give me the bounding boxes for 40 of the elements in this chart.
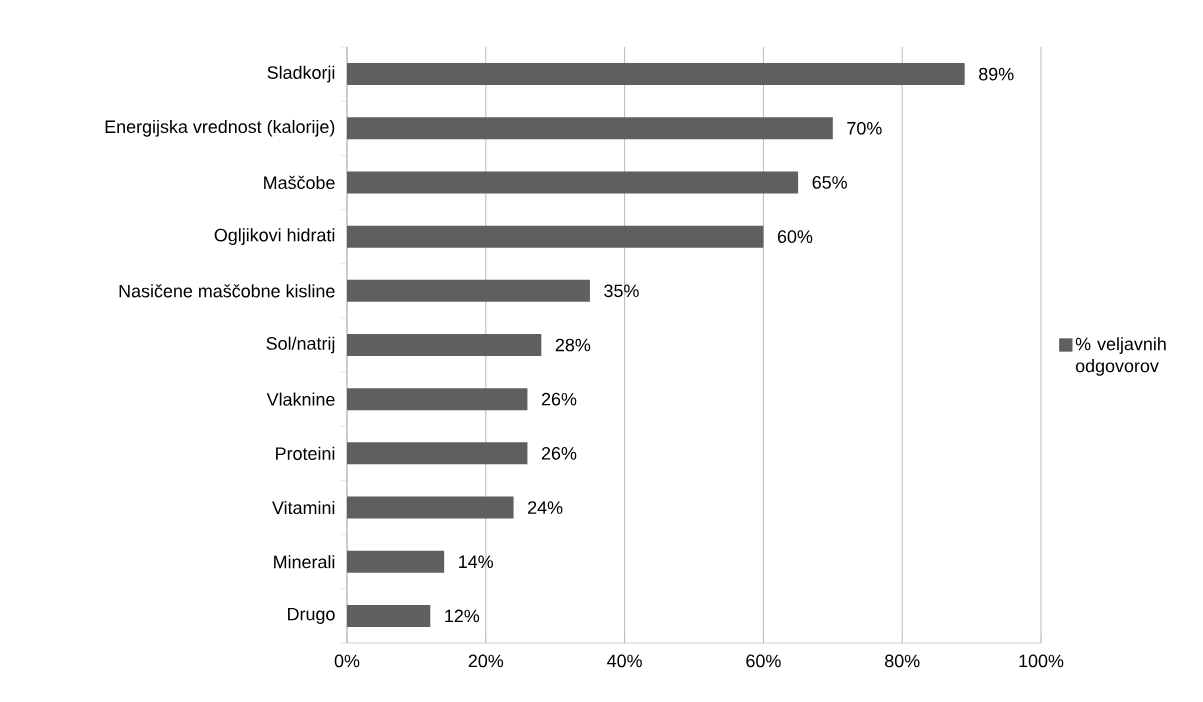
bar <box>347 388 528 411</box>
data-label: 12% <box>445 609 480 623</box>
data-label: 26% <box>541 392 577 406</box>
bar <box>347 171 799 194</box>
y-tick-label: Sladkorji <box>267 65 335 83</box>
data-label: 26% <box>541 447 577 460</box>
x-tick-label: 60% <box>746 654 781 668</box>
bar <box>347 496 514 519</box>
x-tick-label: 100% <box>1019 654 1064 668</box>
data-label: 70% <box>847 121 882 135</box>
bar <box>347 117 833 140</box>
y-tick-label: Minerali <box>274 555 335 569</box>
bar <box>347 442 528 465</box>
x-tick-label: 20% <box>468 654 504 668</box>
x-tick-label: 40% <box>607 654 642 668</box>
bar <box>347 279 590 302</box>
data-label: 28% <box>555 338 591 352</box>
x-tick-label: 80% <box>885 654 920 668</box>
bar <box>347 604 431 627</box>
y-tick-label: Energijska vrednost (kalorije) <box>105 119 335 137</box>
y-tick-label: Nasičene maščobne kisline <box>119 284 335 298</box>
y-tick-label: Maščobe <box>264 175 335 190</box>
y-tick-label: Vlaknine <box>266 392 335 406</box>
bar <box>347 63 965 86</box>
data-label: 35% <box>604 284 639 298</box>
legend-label: % veljavnih odgovorov <box>1075 337 1166 376</box>
data-label: 24% <box>528 501 563 514</box>
data-label: 60% <box>777 230 813 243</box>
bar <box>347 225 764 248</box>
y-tick-label: Sol/natrij <box>266 336 335 354</box>
bar <box>347 550 445 573</box>
y-tick-label: Proteini <box>276 446 335 460</box>
y-tick-label: Vitamini <box>272 500 335 515</box>
data-label: 14% <box>459 555 494 568</box>
bar <box>347 333 542 356</box>
y-tick-label: Drugo <box>288 607 335 624</box>
x-tick-label: 0% <box>334 654 360 668</box>
data-label: 65% <box>812 176 847 189</box>
y-tick-label: Ogljikovi hidrati <box>214 228 335 245</box>
data-label: 89% <box>979 67 1014 81</box>
